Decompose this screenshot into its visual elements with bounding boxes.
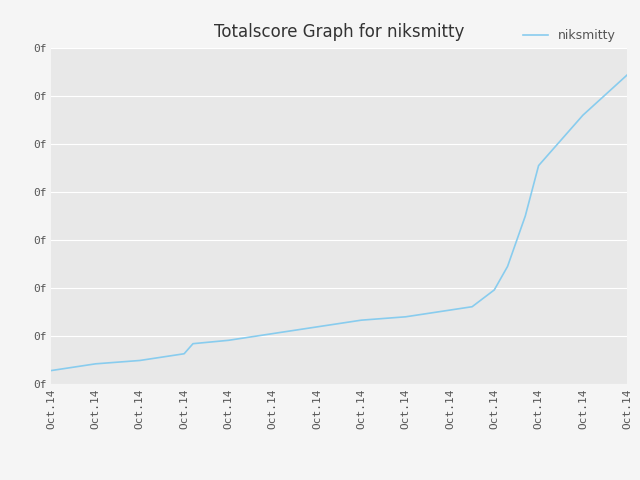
niksmitty <box>446 307 454 313</box>
niksmitty <box>468 304 476 310</box>
Title: Totalscore Graph for niksmitty: Totalscore Graph for niksmitty <box>214 23 465 41</box>
niksmitty <box>313 324 321 330</box>
niksmitty <box>504 264 511 269</box>
niksmitty <box>522 213 529 219</box>
niksmitty <box>47 368 55 373</box>
Line: niksmitty: niksmitty <box>51 75 627 371</box>
niksmitty <box>358 317 365 323</box>
niksmitty <box>623 72 631 78</box>
niksmitty <box>136 358 143 363</box>
Legend: niksmitty: niksmitty <box>518 24 621 47</box>
niksmitty <box>92 361 99 367</box>
niksmitty <box>490 287 498 293</box>
niksmitty <box>189 341 197 347</box>
niksmitty <box>180 351 188 357</box>
niksmitty <box>269 331 276 336</box>
niksmitty <box>535 163 543 168</box>
niksmitty <box>579 112 587 118</box>
niksmitty <box>402 314 410 320</box>
niksmitty <box>225 337 232 343</box>
